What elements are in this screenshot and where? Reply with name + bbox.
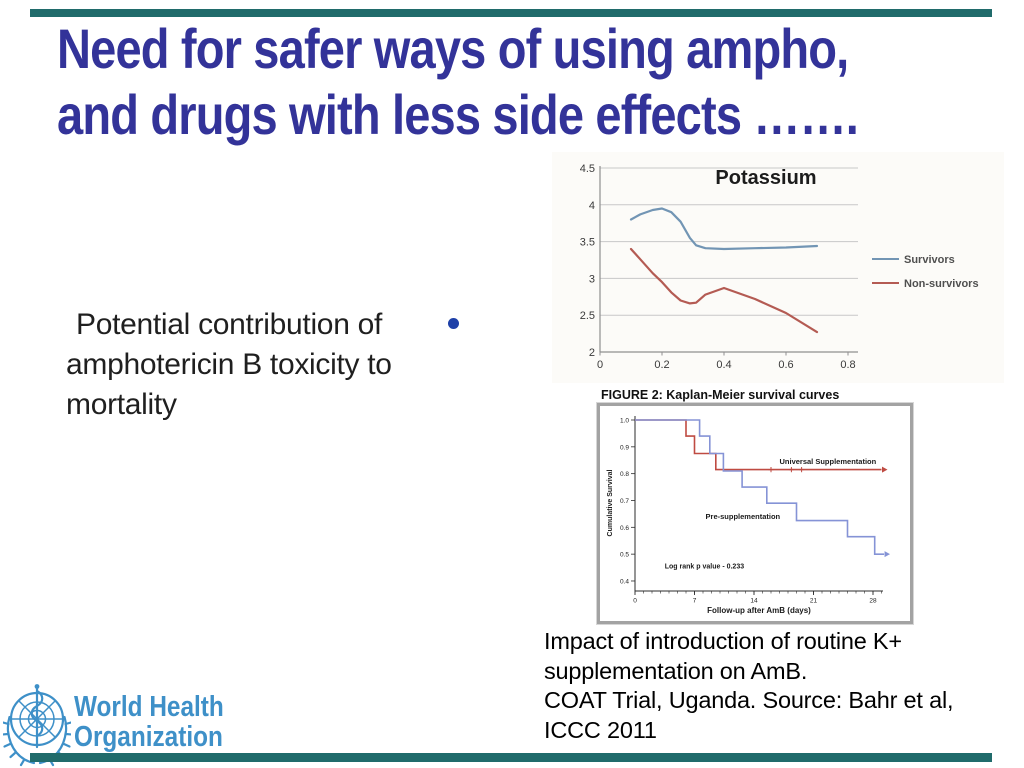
top-accent-bar (30, 9, 992, 17)
svg-text:0.8: 0.8 (840, 359, 855, 371)
kaplan-meier-plot: 1.0 0.9 0.8 0.7 0.6 0.5 0.4 0 7 14 21 28 Cumulative … (607, 416, 891, 615)
svg-text:0.4: 0.4 (620, 578, 629, 585)
svg-text:0: 0 (597, 359, 603, 371)
who-emblem-icon (3, 684, 71, 767)
who-wordmark: World Health Organization (74, 692, 224, 752)
svg-text:Follow-up after AmB (days): Follow-up after AmB (days) (707, 606, 811, 615)
svg-text:0.5: 0.5 (620, 552, 629, 559)
figure-caption: Impact of introduction of routine K+ sup… (544, 627, 1022, 745)
svg-text:0.7: 0.7 (620, 498, 629, 505)
title-line-2: and drugs with less side effects ……. (57, 83, 859, 146)
svg-text:2: 2 (589, 347, 595, 359)
svg-text:2.5: 2.5 (580, 310, 595, 322)
bullet-item-line-2: amphotericin B toxicity to (66, 348, 392, 381)
bullet-item-line-1: Potential contribution of (66, 305, 496, 345)
svg-text:0.4: 0.4 (716, 359, 731, 371)
title-line-1: Need for safer ways of using ampho, (57, 17, 849, 80)
svg-text:Non-survivors: Non-survivors (904, 278, 979, 290)
svg-text:28: 28 (869, 598, 877, 605)
bottom-accent-bar (30, 753, 992, 762)
svg-text:Potassium: Potassium (715, 167, 816, 189)
svg-text:1.0: 1.0 (620, 418, 629, 425)
who-wordmark-line-2: Organization (74, 721, 223, 753)
figure-2-header: FIGURE 2: Kaplan-Meier survival curves (601, 388, 840, 402)
svg-text:Universal Supplementation: Universal Supplementation (780, 457, 877, 466)
svg-text:0.8: 0.8 (620, 471, 629, 478)
svg-text:Log rank p value - 0.233: Log rank p value - 0.233 (665, 564, 744, 571)
bullet-text: Potential contribution of (76, 308, 383, 341)
potassium-chart: 4.5 4 3.5 3 2.5 2 0 0.2 0.4 0.6 0.8 Potassium Surviv… (552, 152, 1012, 392)
svg-text:7: 7 (693, 598, 697, 605)
caption-line-4: ICCC 2011 (544, 716, 657, 743)
svg-text:0.6: 0.6 (620, 525, 629, 532)
svg-text:21: 21 (810, 598, 818, 605)
potassium-line-chart: 4.5 4 3.5 3 2.5 20 0.2 0.4 0.6 0.8 Potassium Surviv… (552, 152, 1004, 383)
svg-text:Pre-supplementation: Pre-supplementation (706, 512, 781, 521)
svg-text:3: 3 (589, 273, 595, 285)
svg-text:0.9: 0.9 (620, 444, 629, 451)
svg-text:0.2: 0.2 (654, 359, 669, 371)
svg-text:0.6: 0.6 (778, 359, 793, 371)
bullet-list: Potential contribution of amphotericin B… (66, 305, 496, 425)
kaplan-meier-figure: 1.0 0.9 0.8 0.7 0.6 0.5 0.4 0 7 14 21 28 Cumulative … (596, 402, 914, 625)
bullet-marker-icon (448, 318, 459, 329)
svg-text:Survivors: Survivors (904, 254, 955, 266)
svg-text:14: 14 (750, 598, 758, 605)
who-wordmark-line-1: World Health (74, 691, 224, 723)
caption-line-3: COAT Trial, Uganda. Source: Bahr et al, (544, 687, 954, 713)
svg-text:4.5: 4.5 (580, 163, 595, 175)
bullet-item-line-3: mortality (66, 388, 177, 421)
caption-line-1: Impact of introduction of routine K+ (544, 628, 902, 654)
svg-text:4: 4 (589, 200, 595, 212)
svg-text:Cumulative Survival: Cumulative Survival (607, 469, 614, 536)
svg-text:3.5: 3.5 (580, 237, 595, 249)
svg-text:0: 0 (633, 598, 637, 605)
page-title: Need for safer ways of using ampho, and … (57, 16, 859, 148)
who-logo: World Health Organization (3, 683, 263, 768)
caption-line-2: supplementation on AmB. (544, 657, 808, 684)
